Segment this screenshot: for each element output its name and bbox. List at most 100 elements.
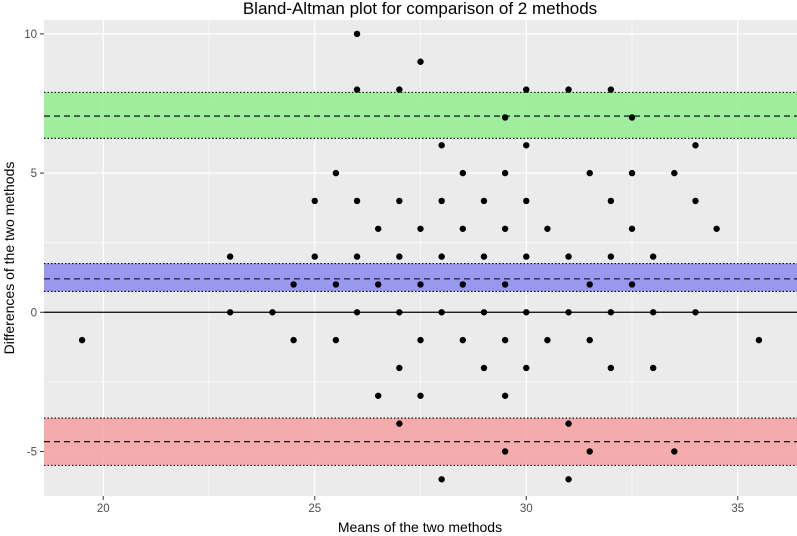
data-point xyxy=(396,197,403,205)
data-point xyxy=(459,169,467,177)
data-point xyxy=(565,309,572,316)
y-tick-label: 10 xyxy=(24,29,37,41)
data-point xyxy=(417,58,424,65)
data-point xyxy=(565,476,572,483)
data-point xyxy=(544,225,551,232)
chart-title: Bland-Altman plot for comparison of 2 me… xyxy=(243,0,597,18)
data-point xyxy=(480,197,488,205)
data-point xyxy=(586,281,593,288)
y-tick-label: -5 xyxy=(27,446,37,458)
data-point xyxy=(78,336,86,344)
data-point xyxy=(311,253,318,260)
data-point xyxy=(607,364,615,372)
y-tick-label: 5 xyxy=(31,168,37,180)
data-point xyxy=(586,336,593,344)
data-point xyxy=(607,253,615,260)
data-point xyxy=(311,197,318,205)
data-point xyxy=(607,309,615,316)
data-point xyxy=(332,336,340,344)
data-point xyxy=(713,225,720,232)
data-point xyxy=(480,253,488,260)
data-point xyxy=(649,253,657,260)
data-point xyxy=(523,142,530,149)
data-point xyxy=(290,281,297,288)
data-point xyxy=(374,392,382,399)
data-point xyxy=(396,86,403,93)
data-point xyxy=(438,197,445,205)
data-point xyxy=(353,309,361,316)
data-point xyxy=(501,114,509,121)
data-point xyxy=(649,364,657,372)
x-tick-label: 35 xyxy=(731,503,744,515)
x-axis-title: Means of the two methods xyxy=(338,519,502,535)
data-point xyxy=(480,364,488,372)
data-point xyxy=(544,336,551,344)
data-point xyxy=(459,336,467,344)
data-point xyxy=(692,142,699,149)
data-point xyxy=(353,30,361,38)
data-point xyxy=(628,225,636,232)
x-tick-label: 20 xyxy=(97,503,110,515)
data-point xyxy=(501,392,509,399)
data-point xyxy=(649,309,657,316)
data-point xyxy=(417,336,424,344)
data-point xyxy=(628,114,636,121)
points-layer xyxy=(78,30,763,483)
data-point xyxy=(501,169,509,177)
data-point xyxy=(438,142,445,149)
data-point xyxy=(438,253,445,260)
x-tick-label: 30 xyxy=(520,503,533,515)
data-point xyxy=(396,364,403,372)
data-point xyxy=(226,253,234,260)
data-point xyxy=(501,281,509,288)
data-point xyxy=(755,336,763,344)
data-point xyxy=(353,86,361,93)
data-point xyxy=(565,86,572,93)
data-point xyxy=(501,225,509,232)
data-point xyxy=(523,309,530,316)
data-point xyxy=(396,253,403,260)
data-point xyxy=(523,253,530,260)
data-point xyxy=(226,309,234,316)
data-point xyxy=(332,169,340,177)
data-point xyxy=(523,86,530,93)
data-point xyxy=(438,476,445,483)
data-point xyxy=(501,336,509,344)
data-point xyxy=(692,197,699,205)
y-axis-title: Differences of the two methods xyxy=(1,162,17,355)
data-point xyxy=(523,364,530,372)
data-point xyxy=(565,420,572,427)
data-point xyxy=(290,336,297,344)
y-tick-label: 0 xyxy=(31,307,37,319)
data-point xyxy=(586,169,593,177)
data-point xyxy=(586,448,593,455)
data-point xyxy=(417,225,424,232)
data-point xyxy=(565,253,572,260)
data-point xyxy=(671,169,678,177)
data-point xyxy=(396,420,403,427)
data-point xyxy=(459,281,467,288)
data-point xyxy=(628,281,636,288)
data-point xyxy=(607,197,615,205)
data-point xyxy=(459,225,467,232)
data-point xyxy=(607,86,615,93)
data-point xyxy=(628,169,636,177)
data-point xyxy=(353,197,361,205)
data-point xyxy=(438,309,445,316)
agreement-band xyxy=(44,92,797,139)
x-tick-label: 25 xyxy=(308,503,321,515)
data-point xyxy=(269,309,276,316)
axis-ticks-layer: 20 25 30 35 -5 0 5 10 xyxy=(24,29,744,515)
data-point xyxy=(374,225,382,232)
data-point xyxy=(417,281,424,288)
data-point xyxy=(480,309,488,316)
data-point xyxy=(417,392,424,399)
data-point xyxy=(332,281,340,288)
data-point xyxy=(671,448,678,455)
data-point xyxy=(692,309,699,316)
data-point xyxy=(374,281,382,288)
data-point xyxy=(396,309,403,316)
data-point xyxy=(353,253,361,260)
data-point xyxy=(501,448,509,455)
